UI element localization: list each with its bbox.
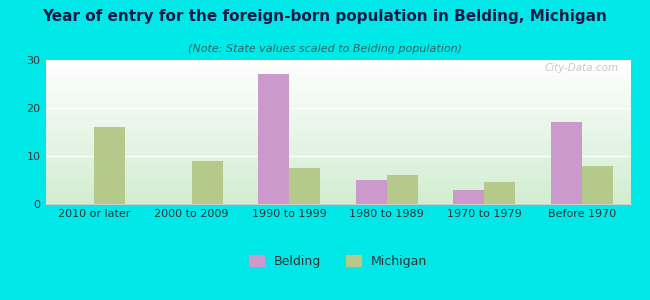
Bar — [484, 182, 515, 204]
Bar — [258, 74, 289, 204]
Text: (Note: State values scaled to Belding population): (Note: State values scaled to Belding po… — [188, 44, 462, 53]
Bar — [192, 161, 223, 204]
Text: City-Data.com: City-Data.com — [545, 63, 619, 73]
Bar — [551, 122, 582, 204]
Text: Year of entry for the foreign-born population in Belding, Michigan: Year of entry for the foreign-born popul… — [42, 9, 608, 24]
Legend: Belding, Michigan: Belding, Michigan — [244, 250, 432, 273]
Bar — [582, 166, 613, 204]
Bar — [289, 168, 320, 204]
Bar — [453, 190, 484, 204]
Bar — [356, 180, 387, 204]
Bar — [94, 127, 125, 204]
Bar — [387, 175, 418, 204]
